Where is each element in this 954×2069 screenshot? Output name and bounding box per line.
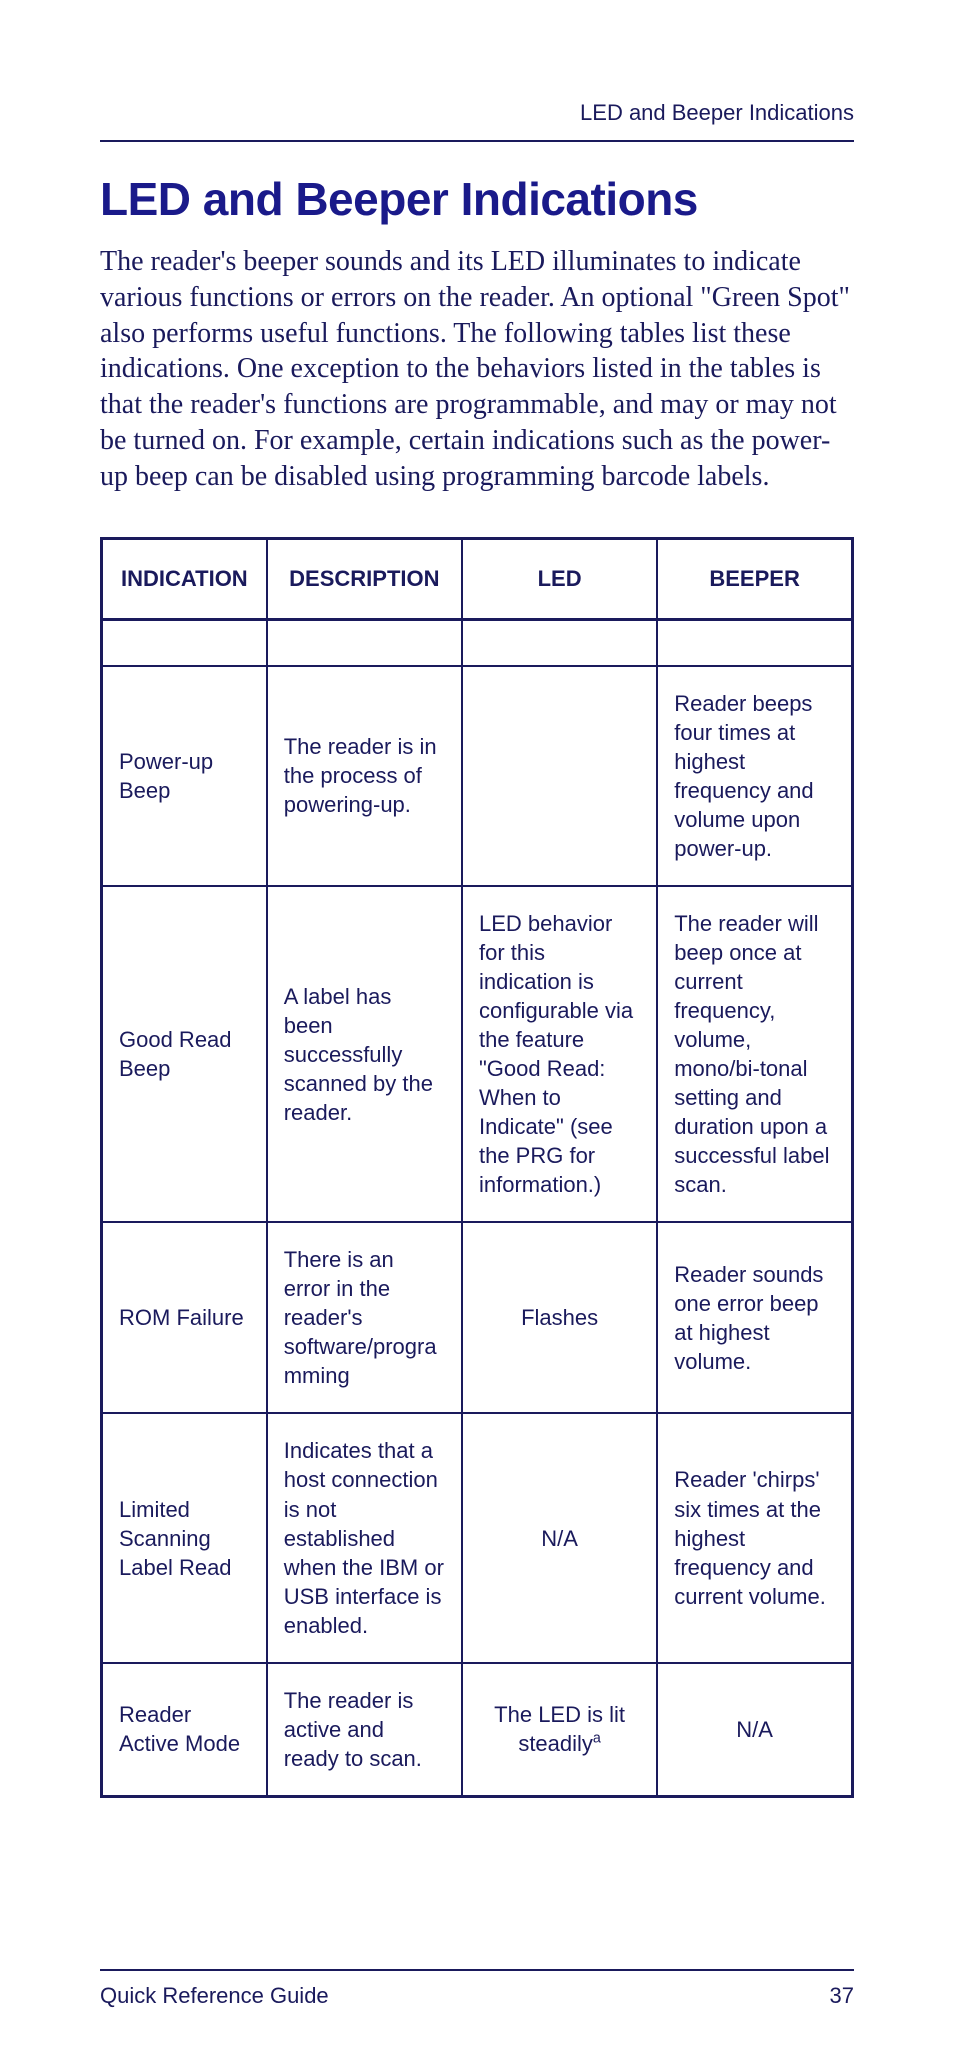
cell-beeper: N/A	[657, 1663, 852, 1797]
cell-indication: Reader Active Mode	[102, 1663, 267, 1797]
table-body: Power-up BeepThe reader is in the proces…	[102, 666, 853, 1796]
cell-beeper: The reader will beep once at current fre…	[657, 886, 852, 1222]
footnote-marker: a	[593, 1731, 601, 1747]
cell-led: Flashes	[462, 1222, 657, 1413]
cell-description: A label has been successfully scanned by…	[267, 886, 462, 1222]
table-row: Reader Active ModeThe reader is active a…	[102, 1663, 853, 1797]
cell-description: The reader is active and ready to scan.	[267, 1663, 462, 1797]
col-header-led: LED	[462, 538, 657, 619]
table-row: Limited Scanning Label ReadIndicates tha…	[102, 1413, 853, 1662]
cell-indication: ROM Failure	[102, 1222, 267, 1413]
cell-led: N/A	[462, 1413, 657, 1662]
cell-description: The reader is in the process of powering…	[267, 666, 462, 886]
cell-beeper: Reader beeps four times at highest frequ…	[657, 666, 852, 886]
cell-beeper: Reader sounds one error beep at highest …	[657, 1222, 852, 1413]
cell-indication: Good Read Beep	[102, 886, 267, 1222]
footer-left: Quick Reference Guide	[100, 1983, 329, 2009]
col-header-indication: INDICATION	[102, 538, 267, 619]
col-header-description: DESCRIPTION	[267, 538, 462, 619]
page-title: LED and Beeper Indications	[100, 172, 854, 226]
cell-indication: Limited Scanning Label Read	[102, 1413, 267, 1662]
col-header-beeper: BEEPER	[657, 538, 852, 619]
table-header-row: INDICATION DESCRIPTION LED BEEPER	[102, 538, 853, 619]
cell-indication: Power-up Beep	[102, 666, 267, 886]
cell-description: Indicates that a host connection is not …	[267, 1413, 462, 1662]
cell-led: The LED is lit steadilya	[462, 1663, 657, 1797]
document-page: LED and Beeper Indications LED and Beepe…	[0, 0, 954, 2069]
table-row: ROM FailureThere is an error in the read…	[102, 1222, 853, 1413]
cell-led: LED behavior for this indication is conf…	[462, 886, 657, 1222]
intro-paragraph: The reader's beeper sounds and its LED i…	[100, 244, 854, 495]
footer-page-number: 37	[830, 1983, 854, 2009]
table-row: Good Read BeepA label has been successfu…	[102, 886, 853, 1222]
running-head: LED and Beeper Indications	[100, 100, 854, 142]
page-footer: Quick Reference Guide 37	[100, 1969, 854, 2009]
indications-table: INDICATION DESCRIPTION LED BEEPER Power-…	[100, 537, 854, 1798]
cell-beeper: Reader 'chirps' six times at the highest…	[657, 1413, 852, 1662]
header-gap-row	[102, 619, 853, 666]
cell-description: There is an error in the reader's softwa…	[267, 1222, 462, 1413]
table-row: Power-up BeepThe reader is in the proces…	[102, 666, 853, 886]
cell-led	[462, 666, 657, 886]
